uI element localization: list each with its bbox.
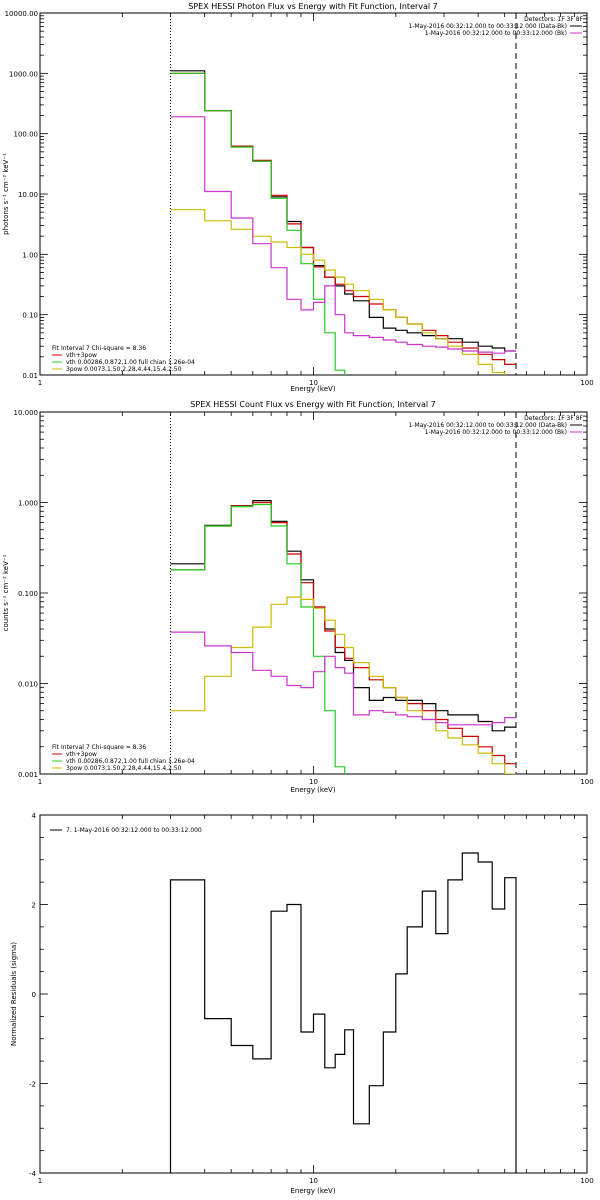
series-3pow — [170, 596, 516, 774]
series-bk — [170, 631, 516, 726]
x-tick-label: 100 — [580, 778, 593, 786]
y-tick-label: 0.100 — [18, 590, 38, 598]
legend-entry: 7. 1-May-2016 00:32:12.000 to 00:33:12.0… — [66, 827, 202, 834]
y-tick-label: 100.00 — [14, 131, 39, 139]
x-tick-label: 1 — [38, 1177, 42, 1185]
y-tick-label: 0.10 — [22, 312, 38, 320]
y-tick-label: 4 — [32, 812, 37, 820]
x-tick-label: 10 — [309, 778, 318, 786]
series-3pow — [170, 209, 506, 375]
panel-title: SPEX HESSI Count Flux vs Energy with Fit… — [190, 400, 435, 409]
x-tick-label: 10 — [309, 1177, 318, 1185]
series-data-bk — [170, 500, 516, 732]
y-tick-label: 1000.00 — [9, 70, 38, 78]
y-tick-label: 1.00 — [22, 251, 38, 259]
legend-title: Fit Interval 7 Chi-square = 8.36 — [52, 345, 146, 352]
x-tick-label: 1 — [38, 379, 42, 387]
legend-title: Detectors: 1F 3F 8F — [524, 16, 583, 23]
y-tick-label: 1.000 — [18, 500, 38, 508]
x-axis-label: Energy (keV) — [290, 1187, 335, 1195]
series-bk — [170, 116, 516, 354]
y-tick-label: 0.01 — [22, 372, 38, 380]
y-tick-label: 2 — [32, 902, 36, 910]
legend-entry: 1-May-2016 00:32:12.000 to 00:33:12.000 … — [408, 23, 567, 30]
y-tick-label: 10.000 — [14, 409, 39, 417]
series-vth — [170, 503, 346, 774]
legend-top: Detectors: 1F 3F 8F1-May-2016 00:32:12.0… — [408, 415, 583, 436]
legend-entry: 1-May-2016 00:32:12.000 to 00:33:12.000 … — [425, 30, 567, 37]
legend-entry: 1-May-2016 00:32:12.000 to 00:33:12.000 … — [425, 429, 567, 436]
axis-ticks: 1 10 100 -4 -2 0 2 4 — [29, 812, 594, 1185]
y-tick-label: -2 — [29, 1081, 36, 1089]
legend-title: Fit Interval 7 Chi-square = 8.36 — [52, 744, 146, 751]
y-tick-label: 10.00 — [18, 191, 38, 199]
x-tick-label: 100 — [580, 1177, 593, 1185]
axis-ticks: 1 10 100 0.01 0.10 1.00 10.00 100.00 1000.00 1000… — [5, 10, 594, 387]
series-vth — [170, 72, 346, 375]
legend-bottom: Fit Interval 7 Chi-square = 8.36vth+3pow… — [52, 345, 195, 373]
legend-entry: vth+3pow — [66, 352, 97, 359]
series-residuals — [169, 852, 517, 1173]
series-group — [170, 500, 516, 774]
legend-title: Detectors: 1F 3F 8F — [524, 415, 583, 422]
y-tick-label: -4 — [29, 1170, 37, 1178]
legend-bottom: Fit Interval 7 Chi-square = 8.36vth+3pow… — [52, 744, 195, 772]
y-tick-label: 0.010 — [18, 681, 38, 689]
y-axis-label: Normalized Residuals (sigma) — [10, 942, 18, 1046]
series-data-bk — [170, 70, 516, 352]
legend-top: Detectors: 1F 3F 8F1-May-2016 00:32:12.0… — [408, 16, 583, 37]
panel-title: SPEX HESSI Photon Flux vs Energy with Fi… — [188, 2, 438, 11]
vertical-markers — [169, 13, 517, 375]
y-tick-label: 0.001 — [18, 771, 38, 779]
count-flux-panel: SPEX HESSI Count Flux vs Energy with Fit… — [2, 400, 594, 794]
x-tick-label: 1 — [38, 778, 42, 786]
legend-entry: vth 0.00286,0.872,1.00 full chian 1.26e-… — [66, 758, 195, 765]
legend-entry: vth+3pow — [66, 751, 97, 758]
legend-entry: vth 0.00286,0.872,1.00 full chian 1.26e-… — [66, 359, 195, 366]
legend-entry: 1-May-2016 00:32:12.000 to 00:33:12.000 … — [408, 422, 567, 429]
series-vth-3pow — [170, 72, 516, 365]
plot-frame — [39, 12, 588, 376]
series-group — [169, 852, 517, 1173]
legend-top: 7. 1-May-2016 00:32:12.000 to 00:33:12.0… — [50, 827, 202, 834]
vertical-markers — [169, 412, 517, 774]
legend-entry: 3pow 0.0073,1.50,2.28,4.44,15.4,2.50 — [66, 366, 182, 373]
series-group — [170, 70, 516, 375]
x-axis-label: Energy (keV) — [290, 385, 335, 393]
residuals-panel: 1 10 100 -4 -2 0 2 4 7. 1-May-2016 00:32:12.000… — [10, 812, 594, 1195]
plot-frame — [39, 814, 588, 1174]
y-axis-label: photons s⁻¹ cm⁻² keV⁻¹ — [2, 153, 10, 235]
y-tick-label: 10000.00 — [5, 10, 38, 18]
x-tick-label: 100 — [580, 379, 593, 387]
photon-flux-panel: SPEX HESSI Photon Flux vs Energy with Fi… — [2, 2, 594, 393]
axis-ticks: 1 10 100 0.001 0.010 0.100 1.000 10.000 — [14, 409, 594, 786]
legend-entry: 3pow 0.0073,1.50,2.28,4.44,15.4,2.50 — [66, 765, 182, 772]
y-axis-label: counts s⁻¹ cm⁻² keV⁻¹ — [2, 554, 10, 631]
x-axis-label: Energy (keV) — [290, 786, 335, 794]
y-tick-label: 0 — [32, 991, 36, 999]
x-tick-label: 10 — [309, 379, 318, 387]
